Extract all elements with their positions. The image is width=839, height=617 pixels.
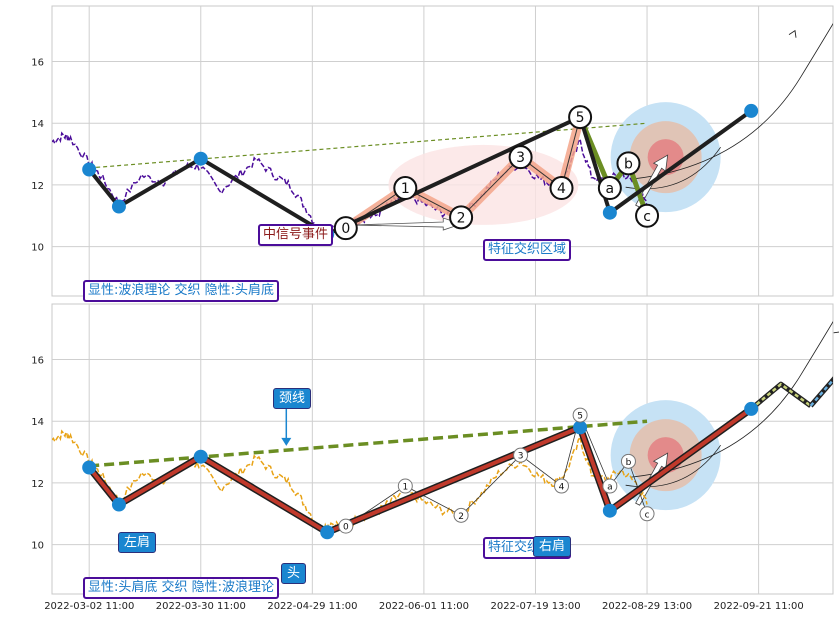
projection-arrowhead: [788, 29, 797, 38]
y-tick-label: 12: [31, 479, 44, 490]
wave-label: b: [624, 156, 633, 172]
wave-label: a: [606, 181, 615, 197]
projection-leg-2: [809, 378, 833, 407]
projection-leg-1: [750, 382, 812, 410]
wave-marker-5: [572, 407, 588, 423]
x-tick-label: 2022-09-21 11:00: [714, 601, 804, 612]
wave-label: 3: [516, 150, 525, 166]
pattern-node: [111, 199, 126, 214]
wave-marker-2: [453, 507, 469, 523]
wave-marker-2: [449, 205, 474, 230]
wave-label: b: [626, 458, 632, 468]
wave-label: 2: [457, 210, 466, 226]
wave-marker-0: [338, 518, 354, 534]
wave-label: c: [643, 209, 651, 225]
top-caption-label: 显性:波浪理论 交织 隐性:头肩底: [83, 280, 280, 302]
pattern-node: [111, 497, 126, 512]
y-tick-label: 14: [31, 417, 44, 428]
neckline-pointer-head: [281, 437, 292, 446]
wave-marker-0: [333, 216, 358, 241]
pattern-node: [744, 103, 759, 118]
wave-marker-1: [397, 478, 413, 494]
wave-label: 0: [343, 523, 349, 533]
y-tick-label: 10: [31, 243, 44, 254]
wave-marker-4: [549, 176, 574, 201]
pattern-node: [573, 420, 588, 435]
corrective-wave: [577, 116, 650, 217]
projection-curve: [630, 23, 833, 180]
y-tick-label: 12: [31, 181, 44, 192]
left-shoulder-tag: 左肩: [118, 532, 157, 553]
pattern-node: [744, 401, 759, 416]
neckline: [89, 122, 648, 169]
y-tick-label: 16: [31, 356, 44, 367]
wave-marker-b: [616, 151, 641, 176]
wave-marker-5: [568, 105, 593, 130]
wave-label: 4: [557, 181, 566, 197]
wave-label: a: [607, 483, 613, 493]
bottom-caption-label: 显性:头肩底 交织 隐性:波浪理论: [83, 577, 280, 599]
x-tick-label: 2022-06-01 11:00: [379, 601, 469, 612]
wave-marker-1: [393, 176, 418, 201]
wave-marker-a: [602, 478, 618, 494]
top-zone-label: 特征交织区域: [483, 239, 572, 261]
wave-label: 0: [341, 221, 350, 237]
bottom-plot-body: 0 1 2 3 4 5 a b c: [52, 321, 833, 540]
y-tick-label: 10: [31, 541, 44, 552]
wave-marker-c: [635, 203, 660, 228]
pattern-node: [193, 151, 208, 166]
pattern-node: [602, 503, 617, 518]
wave-label: 3: [518, 452, 524, 462]
wave-marker-3: [513, 447, 529, 463]
x-tick-label: 2022-04-29 11:00: [267, 601, 357, 612]
x-tick-label: 2022-03-02 11:00: [44, 601, 134, 612]
x-tick-label: 2022-03-30 11:00: [156, 601, 246, 612]
pattern-node: [602, 205, 617, 220]
wave-marker-4: [554, 478, 570, 494]
wave-label: 4: [559, 483, 565, 493]
wave-label: 1: [401, 181, 410, 197]
x-tick-label: 2022-08-29 13:00: [602, 601, 692, 612]
wave-label: 1: [402, 483, 408, 493]
head-tag: 头: [281, 563, 307, 584]
neckline-tag: 颈线: [273, 388, 312, 409]
x-tick-label: 2022-07-19 13:00: [490, 601, 580, 612]
y-tick-label: 14: [31, 119, 44, 130]
wave-label: c: [645, 510, 650, 520]
neckline: [89, 419, 648, 468]
pattern-node: [193, 449, 208, 464]
wave-label: 5: [576, 110, 585, 126]
wave-marker-c: [639, 506, 655, 522]
projection-arrowhead: [833, 331, 839, 334]
right-shoulder-tag: 右肩: [533, 536, 572, 557]
top-signal-label: 中信号事件: [258, 224, 334, 246]
wave-label: 2: [458, 512, 464, 522]
pattern-node: [82, 460, 97, 475]
projection-curve: [630, 321, 833, 478]
pattern-node: [320, 525, 335, 540]
y-tick-label: 16: [31, 58, 44, 69]
wave-marker-3: [508, 145, 533, 170]
pattern-node: [82, 162, 97, 177]
wave-marker-a: [597, 176, 622, 201]
wave-label: 5: [577, 412, 583, 422]
wave-marker-b: [620, 453, 636, 469]
